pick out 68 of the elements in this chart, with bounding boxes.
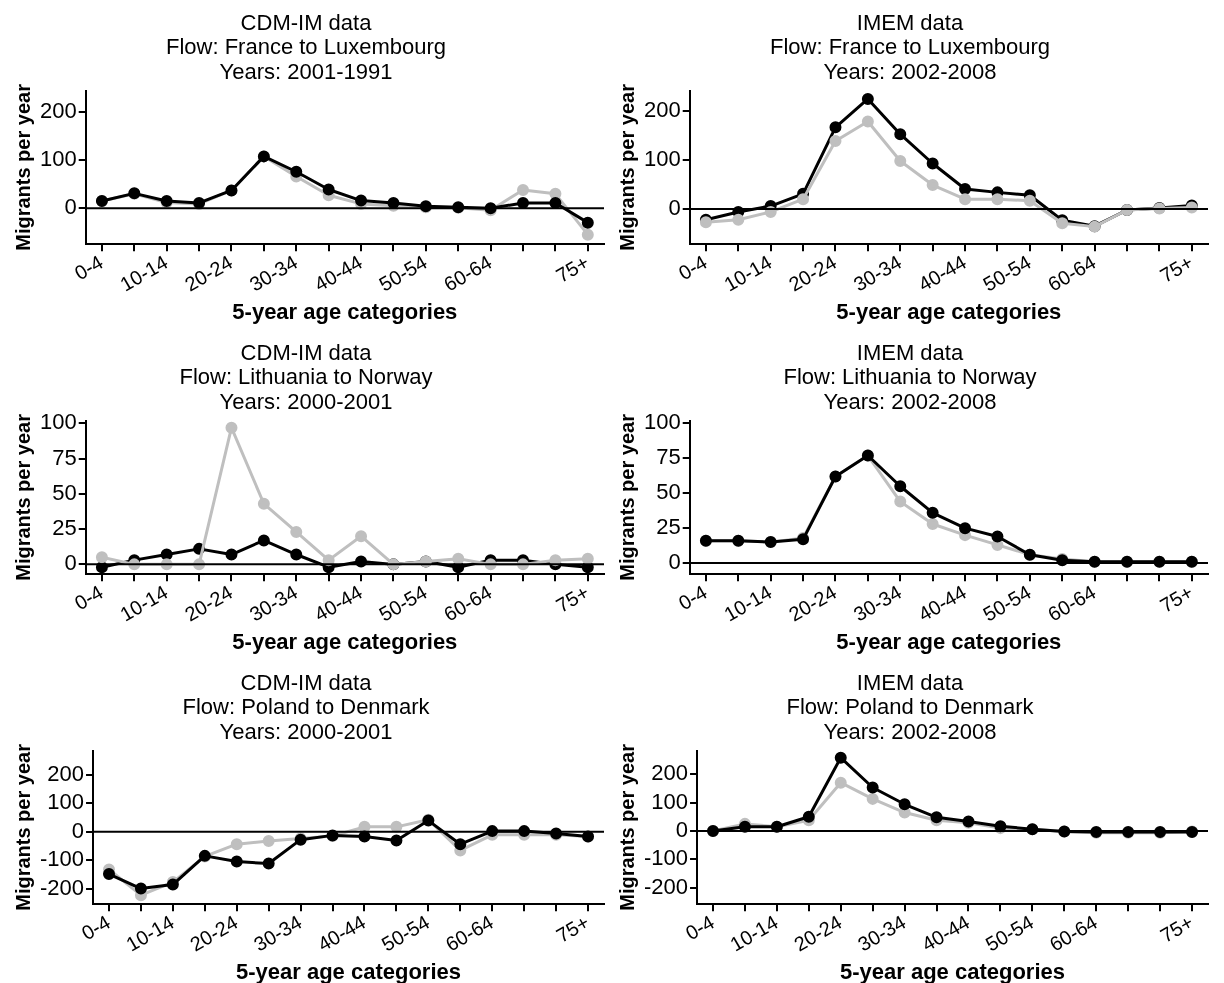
y-tick-label: 200: [643, 97, 681, 123]
x-tick-label: 60-64: [1045, 910, 1101, 956]
y-tick-label: 100: [39, 146, 77, 172]
y-axis-title: Migrants per year: [11, 413, 34, 581]
x-tick-label: 60-64: [1044, 250, 1100, 296]
y-tick-label: 50: [656, 479, 681, 505]
y-axis-title: Migrants per year: [615, 743, 638, 911]
x-axis-title: 5-year age categories: [836, 628, 1062, 654]
y-tick-label: 100: [643, 409, 681, 435]
x-tick-label: 0-4: [70, 580, 107, 615]
x-axis-title: 5-year age categories: [232, 628, 458, 654]
y-tick-label: 0: [668, 549, 681, 575]
x-tick-label: 40-44: [310, 250, 366, 296]
y-tick-label: 50: [52, 479, 77, 505]
x-tick-label: 40-44: [914, 580, 970, 626]
chart-title: CDM-IM data Flow: France to Luxembourg Years: 2001-1991: [165, 10, 447, 84]
x-tick-label: 60-64: [441, 910, 497, 956]
y-tick-label: 0: [64, 194, 77, 220]
y-axis-title: Migrants per year: [11, 743, 34, 911]
x-tick-label: 0-4: [674, 580, 711, 615]
x-tick-label: 60-64: [1044, 580, 1100, 626]
y-tick-label: 0: [675, 817, 689, 843]
y-tick-label: 75: [52, 444, 77, 470]
y-tick-label: 200: [651, 760, 689, 786]
chart-title: IMEM data Flow: Poland to Denmark Years: 2002-2008: [786, 670, 1035, 744]
x-tick-label: 75+: [1156, 250, 1197, 287]
y-axis-title: Migrants per year: [11, 83, 34, 251]
y-tick-label: 100: [643, 146, 681, 172]
y-tick-label: -200: [643, 873, 689, 899]
x-axis-title: 5-year age categories: [836, 298, 1062, 324]
x-tick-label: 0-4: [70, 250, 107, 285]
y-tick-label: 0: [71, 817, 85, 843]
x-tick-label: 0-4: [681, 910, 718, 945]
chart-title: IMEM data Flow: France to Luxembourg Years: 2002-2008: [769, 10, 1051, 84]
x-tick-label: 75+: [1156, 910, 1197, 947]
y-tick-label: 200: [39, 98, 77, 124]
x-tick-label: 75+: [552, 580, 593, 617]
x-tick-label: 60-64: [440, 250, 496, 296]
y-tick-label: 100: [651, 788, 689, 814]
chart-title: CDM-IM data Flow: Poland to Denmark Years: 2000-2001: [182, 670, 431, 744]
x-tick-label: 60-64: [440, 580, 496, 626]
x-axis-title: 5-year age categories: [232, 298, 458, 324]
y-tick-label: 25: [656, 514, 681, 540]
chart-title: CDM-IM data Flow: Lithuania to Norway Years: 2000-2001: [179, 340, 433, 414]
y-tick-label: 100: [47, 789, 85, 815]
x-tick-label: 40-44: [917, 910, 974, 956]
x-tick-label: 0-4: [674, 250, 711, 285]
x-tick-label: 40-44: [310, 580, 366, 626]
y-tick-label: 0: [668, 195, 681, 221]
y-tick-label: -100: [643, 845, 689, 871]
x-axis-title: 5-year age categories: [840, 958, 1066, 983]
y-tick-label: 75: [656, 444, 681, 470]
chart-title: IMEM data Flow: Lithuania to Norway Years: 2002-2008: [783, 340, 1037, 414]
y-tick-label: -200: [39, 874, 85, 900]
x-tick-label: 40-44: [914, 250, 970, 296]
y-axis-title: Migrants per year: [615, 83, 638, 251]
x-tick-label: 75+: [552, 910, 593, 947]
y-tick-label: 0: [64, 550, 77, 576]
x-tick-label: 0-4: [77, 910, 114, 945]
x-tick-label: 40-44: [313, 910, 370, 956]
y-tick-label: 25: [52, 515, 77, 541]
y-axis-title: Migrants per year: [615, 413, 638, 581]
x-axis-title: 5-year age categories: [236, 958, 462, 983]
y-tick-label: -100: [39, 846, 85, 872]
x-tick-label: 75+: [552, 250, 593, 287]
y-tick-label: 100: [39, 409, 77, 435]
y-tick-label: 200: [47, 760, 85, 786]
x-tick-label: 75+: [1156, 580, 1197, 617]
